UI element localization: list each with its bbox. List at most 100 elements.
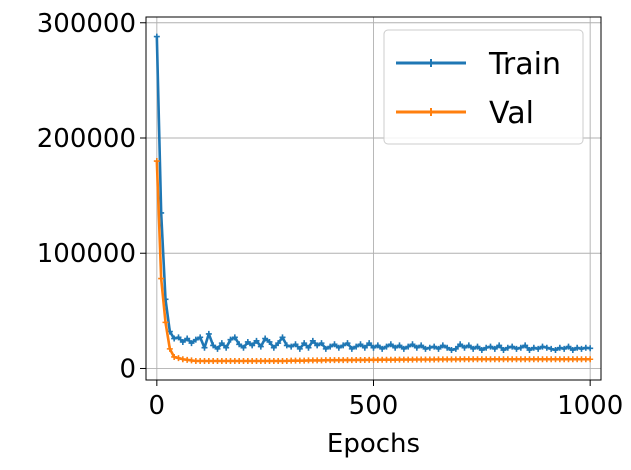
- data-point-train: [400, 345, 407, 352]
- data-point-val: [153, 158, 160, 165]
- ticks-layer: 0 500 1000 0 100000 200000 300000: [37, 9, 624, 421]
- data-point-train: [344, 340, 351, 347]
- data-point-train: [335, 344, 342, 351]
- y-tick-label: 300000: [37, 9, 136, 39]
- data-point-train: [171, 335, 178, 342]
- data-point-val: [171, 353, 178, 360]
- data-point-train: [184, 335, 191, 342]
- data-point-train: [539, 343, 546, 350]
- legend: Train Val: [383, 29, 584, 145]
- data-point-train: [504, 344, 511, 351]
- data-point-train: [244, 338, 251, 345]
- data-point-train: [257, 343, 264, 350]
- data-point-train: [578, 345, 585, 352]
- data-point-train: [552, 347, 559, 354]
- data-point-train: [201, 344, 208, 351]
- data-point-train: [422, 345, 429, 352]
- grid-lines: [146, 17, 601, 380]
- data-point-train: [478, 347, 485, 354]
- data-point-train: [565, 343, 572, 350]
- data-point-train: [487, 343, 494, 350]
- data-point-train: [331, 341, 338, 348]
- data-point-train: [179, 338, 186, 345]
- data-point-train: [270, 344, 277, 351]
- data-point-train: [192, 336, 199, 343]
- data-point-train: [253, 337, 260, 344]
- data-point-val: [166, 345, 173, 352]
- data-point-train: [435, 345, 442, 352]
- legend-marker-val: [427, 108, 435, 116]
- data-point-train: [413, 344, 420, 351]
- data-point-train: [379, 345, 386, 352]
- data-point-train: [569, 347, 576, 354]
- data-point-train: [236, 341, 243, 348]
- data-point-train: [292, 341, 299, 348]
- data-point-train: [491, 345, 498, 352]
- data-point-train: [387, 341, 394, 348]
- data-point-train: [439, 342, 446, 349]
- data-point-train: [526, 347, 533, 354]
- data-point-train: [197, 334, 204, 341]
- legend-label-val: Val: [489, 96, 534, 131]
- data-point-train: [361, 344, 368, 351]
- data-point-train: [357, 341, 364, 348]
- data-point-train: [509, 343, 516, 350]
- data-point-train: [513, 345, 520, 352]
- data-point-train: [418, 342, 425, 349]
- x-tick-label: 1000: [557, 391, 623, 421]
- data-point-train: [249, 342, 256, 349]
- data-point-train: [318, 340, 325, 347]
- data-point-train: [392, 344, 399, 351]
- data-point-train: [175, 334, 182, 341]
- x-tick-label: 500: [349, 391, 399, 421]
- data-point-train: [500, 347, 507, 354]
- legend-label-train: Train: [488, 47, 561, 82]
- data-point-val: [587, 356, 594, 363]
- data-point-train: [535, 345, 542, 352]
- data-point-train: [266, 338, 273, 345]
- data-point-train: [409, 341, 416, 348]
- data-point-train: [496, 342, 503, 349]
- data-point-train: [405, 343, 412, 350]
- x-axis-label: Epochs: [327, 429, 420, 459]
- data-point-train: [218, 340, 225, 347]
- data-point-train: [474, 343, 481, 350]
- data-point-train: [279, 334, 286, 341]
- data-point-train: [153, 33, 160, 40]
- data-point-train: [283, 342, 290, 349]
- data-point-train: [340, 342, 347, 349]
- data-point-train: [223, 344, 230, 351]
- data-point-val: [175, 355, 182, 362]
- data-point-train: [214, 345, 221, 352]
- data-point-train: [530, 344, 537, 351]
- y-tick-label: 200000: [37, 124, 136, 154]
- data-point-train: [543, 344, 550, 351]
- data-point-train: [366, 340, 373, 347]
- data-point-train: [426, 344, 433, 351]
- data-point-train: [327, 343, 334, 350]
- data-point-val: [162, 319, 169, 326]
- data-point-train: [314, 342, 321, 349]
- data-point-train: [556, 344, 563, 351]
- data-point-train: [587, 345, 594, 352]
- data-point-train: [240, 344, 247, 351]
- x-tick-label: 0: [149, 391, 166, 421]
- data-point-train: [465, 342, 472, 349]
- data-point-val: [158, 275, 165, 282]
- data-point-train: [517, 344, 524, 351]
- data-point-train: [452, 345, 459, 352]
- data-point-train: [461, 344, 468, 351]
- y-tick-label: 100000: [37, 239, 136, 269]
- data-point-train: [275, 340, 282, 347]
- data-point-train: [448, 347, 455, 354]
- data-point-train: [561, 345, 568, 352]
- legend-box: [383, 29, 584, 145]
- data-point-train: [205, 330, 212, 337]
- data-point-train: [227, 336, 234, 343]
- data-point-train: [370, 344, 377, 351]
- data-point-train: [470, 345, 477, 352]
- data-point-train: [301, 340, 308, 347]
- data-point-train: [322, 345, 329, 352]
- data-point-train: [457, 341, 464, 348]
